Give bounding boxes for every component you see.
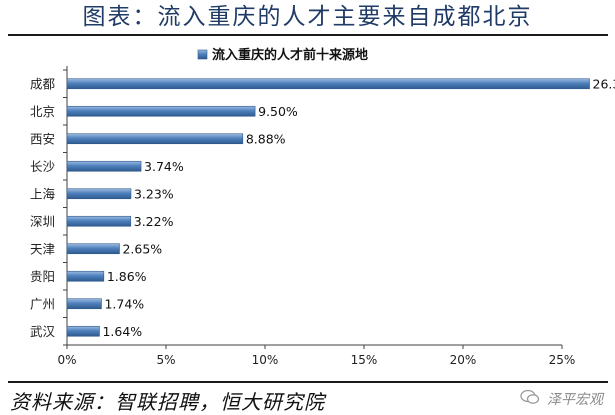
category-label: 长沙 [30, 159, 56, 174]
value-label: 1.86% [107, 269, 147, 284]
bar [66, 243, 120, 255]
value-label: 3.74% [144, 159, 184, 174]
value-label: 9.50% [258, 104, 298, 119]
bar [66, 160, 142, 172]
bar [66, 215, 132, 227]
x-tick-label: 0% [57, 353, 76, 367]
value-label: 3.23% [134, 186, 174, 201]
value-label: 8.88% [246, 131, 286, 146]
bar [66, 188, 132, 200]
category-label: 北京 [30, 104, 55, 119]
page-title: 图表：流入重庆的人才主要来自成都北京 [82, 4, 533, 30]
category-label: 广州 [30, 296, 55, 311]
category-label: 成都 [30, 76, 56, 91]
value-label: 3.22% [134, 214, 174, 229]
legend-label: 流入重庆的人才前十来源地 [212, 47, 368, 63]
category-label: 西安 [30, 131, 55, 146]
category-label: 武汉 [30, 324, 56, 339]
top-divider [8, 34, 608, 36]
bar [66, 325, 100, 337]
bar-chart: 流入重庆的人才前十来源地 0% 5% 10% 15% 20% 25% 成都 26.39% 北京 9… [30, 47, 615, 367]
x-tick-label: 5% [156, 353, 175, 367]
bar [66, 105, 256, 117]
wechat-icon [520, 389, 540, 404]
category-label: 贵阳 [30, 269, 55, 284]
value-label: 1.74% [104, 296, 144, 311]
plot-area: 0% 5% 10% 15% 20% 25% 成都 26.39% 北京 9.50% 西安 8.88% 长沙… [30, 66, 615, 367]
x-tick-label: 25% [549, 353, 576, 367]
x-tick-label: 10% [252, 353, 279, 367]
x-tick-label: 15% [351, 353, 378, 367]
category-label: 天津 [30, 241, 55, 256]
x-tick-label: 20% [450, 353, 477, 367]
value-label: 26.39% [593, 76, 615, 91]
bar [66, 298, 102, 310]
legend-swatch [197, 49, 208, 60]
value-label: 2.65% [122, 241, 162, 256]
value-label: 1.64% [102, 324, 142, 339]
bar [66, 133, 244, 145]
chart-legend: 流入重庆的人才前十来源地 [197, 47, 368, 63]
bar [66, 270, 105, 282]
source-note: 资料来源：智联招聘，恒大研究院 [10, 390, 325, 414]
bar [66, 78, 590, 90]
bottom-divider [8, 381, 608, 383]
watermark-text: 泽平宏观 [547, 392, 603, 408]
category-label: 深圳 [30, 214, 55, 229]
category-label: 上海 [30, 186, 56, 201]
